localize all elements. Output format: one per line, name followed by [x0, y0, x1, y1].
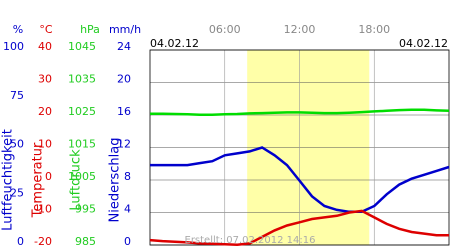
y-tick-label: 1015	[68, 138, 96, 151]
y-tick-label: 25	[10, 186, 24, 199]
y-tick-label: 1035	[68, 73, 96, 86]
y-tick-label: 50	[10, 138, 24, 151]
y-tick-label: -10	[34, 203, 52, 216]
x-tick-label: 06:00	[209, 23, 241, 36]
plot-border	[149, 49, 450, 246]
data-line	[150, 146, 450, 214]
y-tick-label: 24	[117, 40, 131, 53]
watermark: Erstellt: 07.02.2012 14:16	[185, 235, 316, 246]
y-tick-label: 75	[10, 89, 24, 102]
y-tick-label: 1025	[68, 105, 96, 118]
y-tick-label: 1005	[68, 170, 96, 183]
x-tick-label: 18:00	[358, 23, 390, 36]
y-tick-label: 20	[38, 105, 52, 118]
y-tick-label: 100	[3, 40, 24, 53]
y-tick-label: 0	[45, 170, 52, 183]
axis-title: Luftfeuchtigkeit	[1, 129, 16, 231]
y-tick-label: 30	[38, 73, 52, 86]
axis-title: Luftdruck	[69, 149, 84, 211]
data-line	[149, 209, 449, 246]
y-tick-label: 995	[75, 203, 96, 216]
date-left: 04.02.12	[150, 37, 199, 50]
y-tick-label: 40	[38, 40, 52, 53]
y-tick-label: 0	[124, 235, 131, 248]
axis-title: Niederschlag	[108, 138, 123, 223]
x-tick-label: 12:00	[284, 23, 316, 36]
y-tick-label: 16	[117, 105, 131, 118]
y-tick-label: 20	[117, 73, 131, 86]
data-line	[150, 108, 450, 116]
axis-unit: hPa	[80, 23, 100, 36]
y-tick-label: 8	[124, 170, 131, 183]
y-tick-label: 0	[17, 235, 24, 248]
y-tick-label: 10	[38, 138, 52, 151]
axis-unit: %	[13, 23, 23, 36]
y-tick-label: 4	[124, 203, 131, 216]
y-tick-label: 985	[75, 235, 96, 248]
y-tick-label: 12	[117, 138, 131, 151]
y-tick-label: 1045	[68, 40, 96, 53]
axis-unit: °C	[39, 23, 53, 36]
y-tick-label: -20	[34, 235, 52, 248]
axis-unit: mm/h	[109, 23, 141, 36]
axis-title: Temperatur	[31, 142, 46, 218]
date-right: 04.02.12	[399, 37, 448, 50]
